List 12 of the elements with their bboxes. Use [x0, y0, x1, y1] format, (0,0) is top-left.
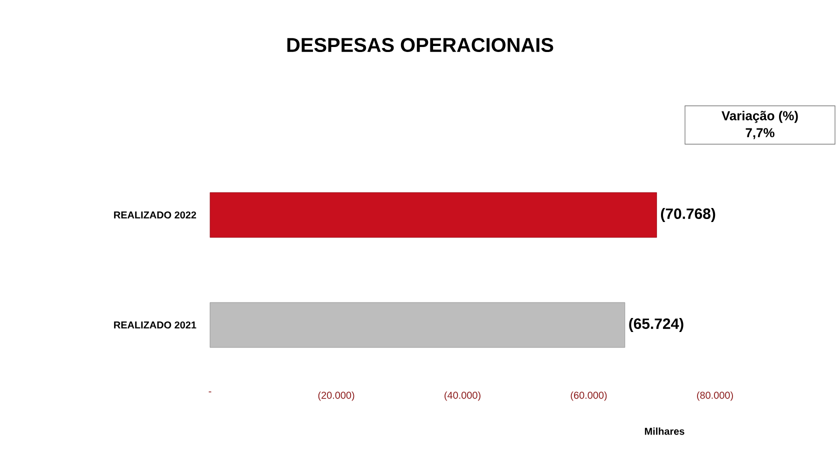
chart-title: DESPESAS OPERACIONAIS — [287, 38, 554, 52]
x-axis-title: Milhares — [644, 428, 684, 435]
data-label: (70.768) — [660, 208, 716, 222]
y-tick-label: REALIZADO 2021 — [114, 321, 196, 329]
text: Variação (%) — [722, 110, 798, 123]
y-tick-label: REALIZADO 2022 — [114, 211, 196, 219]
x-tick-label: (80.000) — [697, 392, 733, 401]
x-tick-label: (20.000) — [318, 392, 354, 401]
text: 7,7% — [746, 128, 774, 140]
x-tick-label: (40.000) — [444, 392, 480, 401]
x-tick-label: (60.000) — [570, 392, 607, 401]
data-label: (65.724) — [629, 318, 684, 332]
